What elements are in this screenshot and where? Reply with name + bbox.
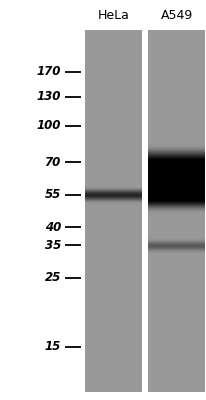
Text: HeLa: HeLa: [98, 9, 130, 22]
Text: 15: 15: [44, 340, 61, 353]
Text: 35: 35: [44, 239, 61, 252]
Text: 55: 55: [44, 188, 61, 201]
Text: A549: A549: [160, 9, 193, 22]
Text: 70: 70: [44, 156, 61, 169]
Text: 100: 100: [36, 120, 61, 132]
Text: 130: 130: [36, 90, 61, 104]
Text: 170: 170: [36, 65, 61, 78]
Text: 25: 25: [44, 272, 61, 284]
Text: 40: 40: [44, 221, 61, 234]
